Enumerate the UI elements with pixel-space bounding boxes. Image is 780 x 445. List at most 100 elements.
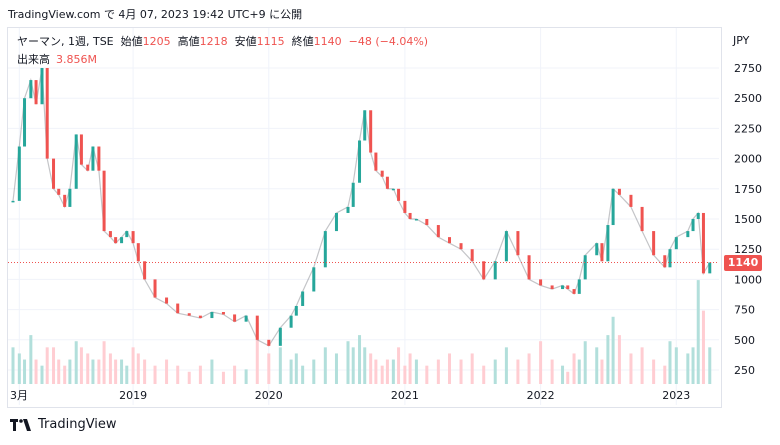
price-candle (334, 212, 338, 232)
volume-bar (436, 359, 440, 384)
price-candle (629, 194, 633, 207)
volume-bar (301, 365, 305, 384)
price-candle (198, 315, 202, 319)
volume-bar (11, 347, 15, 384)
volume-bar (629, 353, 633, 384)
price-candle (301, 291, 305, 306)
price-candle (278, 327, 282, 346)
volume-bar (68, 359, 72, 384)
price-candle (17, 146, 21, 201)
price-candle (312, 267, 316, 292)
price-candle (108, 231, 112, 238)
volume-bar (583, 341, 587, 384)
volume-bar (74, 341, 78, 384)
volume-bar (708, 347, 712, 384)
volume-bar (696, 280, 700, 384)
volume-bar (45, 347, 49, 384)
volume-bar (470, 353, 474, 384)
price-candle (11, 200, 15, 203)
price-tick-label: 2500 (734, 92, 762, 105)
volume-bar (131, 347, 135, 384)
price-candle (448, 237, 452, 244)
price-line (12, 67, 711, 347)
price-candle (527, 255, 531, 280)
volume-bar (312, 359, 316, 384)
price-candle (91, 146, 95, 171)
price-candle (561, 285, 565, 290)
price-candle (114, 237, 118, 244)
volume-bar (198, 365, 202, 384)
volume-bar (595, 347, 599, 384)
price-tick-label: 2750 (734, 62, 762, 75)
price-candle (414, 219, 418, 221)
price-candle (289, 315, 293, 328)
price-candle (165, 297, 169, 304)
price-tick-label: 500 (734, 334, 755, 347)
volume-bar (289, 359, 293, 384)
price-candle (346, 206, 350, 213)
volume-bar (334, 353, 338, 384)
price-candle (29, 80, 33, 99)
price-candle (425, 219, 429, 226)
price-candle (504, 231, 508, 262)
volume-bar (577, 359, 581, 384)
x-tick-label: 2020 (255, 389, 283, 402)
price-candle (153, 279, 157, 298)
price-candle (539, 279, 543, 286)
volume-bar (652, 359, 656, 384)
price-candle (23, 98, 27, 147)
footer-brand[interactable]: TradingView (10, 417, 117, 432)
volume-bar (572, 353, 576, 384)
price-candle (57, 188, 61, 195)
volume-bar (408, 353, 412, 384)
price-candle (686, 231, 690, 238)
price-candle (294, 305, 298, 316)
price-tick-label: 1500 (734, 213, 762, 226)
volume-bar (267, 353, 271, 384)
volume-bar (606, 335, 610, 384)
price-candle (583, 255, 587, 280)
volume-bar (385, 359, 389, 384)
volume-bar (63, 365, 67, 384)
volume-bar (414, 359, 418, 384)
price-candle (74, 134, 78, 189)
price-candle (691, 219, 695, 232)
price-candle (233, 314, 237, 322)
volume-bar (40, 365, 44, 384)
volume-bar (493, 359, 497, 384)
price-candle (176, 303, 180, 314)
price-candle (566, 285, 570, 290)
price-candle (606, 225, 610, 262)
price-candle (86, 164, 90, 171)
volume-bar (143, 359, 147, 384)
price-tick-label: 2250 (734, 122, 762, 135)
price-candle (493, 261, 497, 280)
volume-bar (52, 347, 56, 384)
price-candle (374, 152, 378, 171)
close-label: 終値 (291, 35, 314, 48)
price-tick-label: 1250 (734, 243, 762, 256)
x-tick-label: 2019 (119, 389, 147, 402)
volume-bar (97, 359, 101, 384)
volume-bar (674, 347, 678, 384)
price-candle (358, 140, 362, 183)
volume-bar (108, 353, 112, 384)
volume-bar (120, 359, 124, 384)
volume-bar (391, 359, 395, 384)
volume-bar (114, 359, 118, 384)
volume-bar (23, 359, 27, 384)
price-candle (385, 176, 389, 189)
volume-bar (221, 371, 225, 384)
volume-bar (482, 365, 486, 384)
price-candle (351, 182, 355, 207)
price-candle (369, 110, 373, 153)
price-tick-label: 2000 (734, 153, 762, 166)
price-candle (391, 188, 395, 191)
low-value: 1115 (256, 35, 285, 48)
price-candle (136, 243, 140, 262)
price-candle (550, 285, 554, 290)
price-tick-label: 250 (734, 364, 755, 377)
price-candle (210, 312, 214, 319)
volume-bar (79, 347, 83, 384)
